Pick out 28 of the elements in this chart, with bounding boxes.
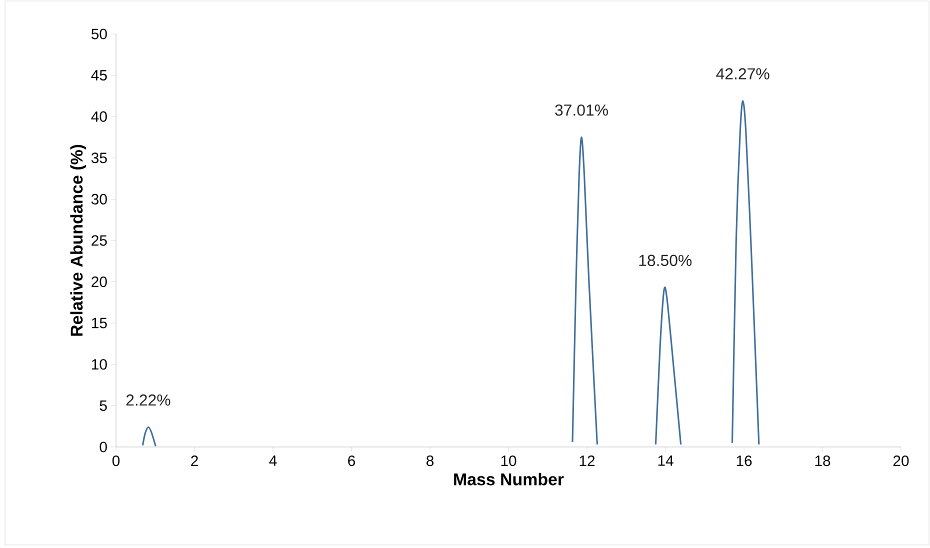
x-tick-label: 2 [191,456,198,466]
y-tick-label: 15 [92,318,107,328]
y-tick-label: 35 [91,152,107,164]
x-tick-label: 18 [815,456,830,466]
y-tick-label: 40 [91,111,107,122]
y-tick-label: 25 [92,235,107,246]
y-axis-title: Relative Abundance (%) [70,144,86,336]
x-tick-label: 14 [658,456,674,466]
y-tick-label: 5 [100,400,107,411]
y-tick-label: 0 [100,442,107,452]
x-tick-label: 4 [269,456,277,466]
y-tick-label: 45 [91,70,107,80]
y-tick-label: 20 [92,276,107,288]
annotation: 2.22% [126,394,170,406]
annotation: 18.50% [639,254,692,266]
annotation: 42.27% [716,68,770,80]
y-tick-label: 50 [91,28,107,40]
x-tick-label: 16 [736,456,752,466]
y-tick-label: 10 [92,359,107,370]
x-tick-label: 8 [426,456,434,466]
x-axis-title: Mass Number [454,472,564,486]
x-tick-label: 12 [580,456,595,466]
x-tick-label: 20 [893,456,909,466]
y-tick-label: 30 [91,194,107,204]
x-tick-label: 0 [112,456,120,466]
annotation: 37.01% [555,104,608,116]
x-tick-label: 10 [501,456,516,466]
x-tick-label: 6 [348,456,356,466]
